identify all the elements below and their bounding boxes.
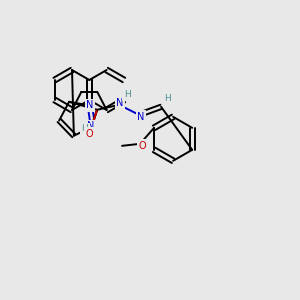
Text: O: O <box>85 129 93 139</box>
Text: H: H <box>82 124 88 133</box>
Text: N: N <box>86 100 94 110</box>
Text: N: N <box>87 122 94 131</box>
Text: N: N <box>116 98 124 108</box>
Text: H: H <box>164 94 170 103</box>
Text: N: N <box>137 112 145 122</box>
Text: H: H <box>124 90 130 99</box>
Text: O: O <box>138 141 146 151</box>
